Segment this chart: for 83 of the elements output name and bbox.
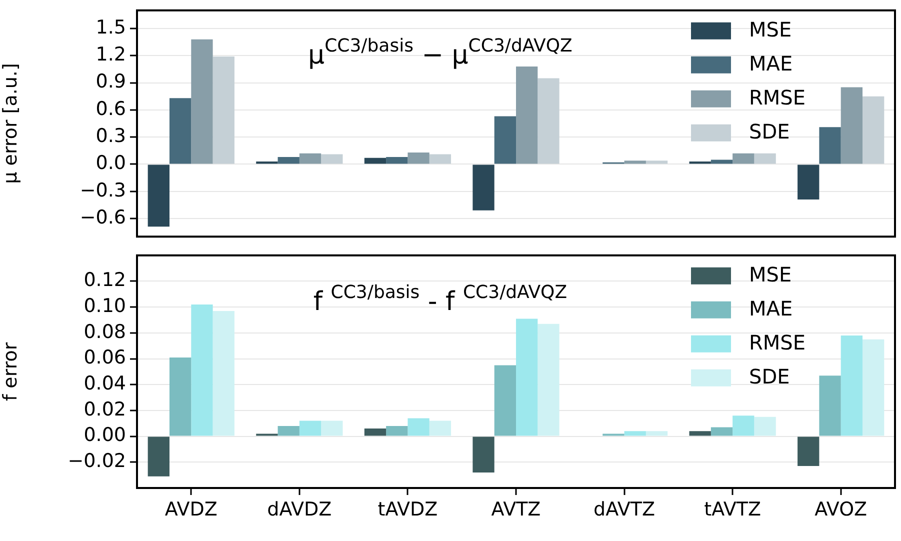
bar <box>732 415 754 436</box>
x-tick-label: AVDZ <box>164 498 218 520</box>
bar <box>321 420 343 436</box>
x-tick-label: AVOZ <box>814 498 868 520</box>
x-tick-label: dAVTZ <box>594 498 656 520</box>
bar <box>494 364 516 436</box>
y-tick-label: 0.6 <box>96 97 126 120</box>
bar <box>321 154 343 164</box>
bar <box>191 38 213 164</box>
y-tick-label: 1.2 <box>96 43 126 66</box>
legend-label: RMSE <box>749 85 806 110</box>
legend-label: MSE <box>749 17 792 42</box>
y-tick-label: −0.6 <box>80 206 126 228</box>
bar <box>472 164 494 210</box>
legend-label: MAE <box>749 296 793 320</box>
y-tick-label: 0.02 <box>84 398 126 420</box>
bar <box>862 96 884 164</box>
bar <box>798 164 820 200</box>
bar <box>840 86 863 164</box>
bar <box>299 152 322 164</box>
bar <box>624 430 646 436</box>
bar <box>278 156 300 164</box>
bar <box>408 152 430 164</box>
y-tick-label: 0.9 <box>96 70 126 92</box>
bar <box>710 159 733 164</box>
bar <box>364 428 386 436</box>
bar <box>624 160 646 164</box>
bar <box>538 323 560 436</box>
y-tick-label: 0.00 <box>84 424 126 446</box>
bar <box>689 430 711 436</box>
x-tick-label: AVTZ <box>491 498 541 520</box>
y-tick-label: −0.3 <box>80 178 126 201</box>
y-tick-label: 0.10 <box>84 294 126 317</box>
bar <box>169 357 192 436</box>
bar <box>278 426 300 436</box>
bar <box>798 436 820 466</box>
y-tick-label: 1.5 <box>96 16 126 38</box>
legend-label: SDE <box>749 364 790 388</box>
y-tick-label: 0.3 <box>96 124 126 147</box>
bar <box>862 338 884 436</box>
bar <box>212 56 234 164</box>
bar <box>819 375 841 436</box>
bar <box>732 152 754 164</box>
x-tick-label: tAVTZ <box>704 498 761 520</box>
y-tick-label: 0.06 <box>84 346 126 368</box>
bar <box>429 154 452 164</box>
bar <box>386 156 408 164</box>
bar <box>819 126 841 164</box>
x-tick-label: tAVDZ <box>378 498 438 520</box>
bar <box>386 426 408 436</box>
bar <box>364 157 386 164</box>
bar <box>212 310 234 436</box>
legend-label: MAE <box>749 51 793 76</box>
x-tick-label: dAVDZ <box>267 498 332 520</box>
bar <box>754 152 776 164</box>
bar <box>710 426 733 436</box>
legend-label: RMSE <box>749 330 806 354</box>
bar <box>646 430 668 436</box>
y-tick-label: 0.04 <box>84 372 126 394</box>
bar <box>840 335 863 436</box>
bar <box>148 436 170 476</box>
legend-label: SDE <box>749 119 790 144</box>
bar <box>299 420 322 436</box>
y-tick-label: 0.0 <box>96 152 126 174</box>
y-tick-label: −0.02 <box>68 450 126 472</box>
bar <box>516 66 538 164</box>
bar <box>408 418 430 436</box>
bar <box>494 116 516 164</box>
y-axis-title: f error <box>0 342 22 401</box>
bar <box>516 318 538 436</box>
bar <box>191 304 213 436</box>
legend-label: MSE <box>749 262 792 286</box>
bar <box>538 78 560 164</box>
text: f CC3/basis - f CC3/dAVQZ <box>313 282 568 317</box>
bar <box>472 436 494 472</box>
bar <box>646 160 668 164</box>
bar <box>148 164 170 226</box>
y-tick-label: 0.12 <box>84 268 126 291</box>
bar <box>754 416 776 436</box>
bar <box>429 420 452 436</box>
y-tick-label: 0.08 <box>84 320 126 342</box>
bar <box>169 98 192 164</box>
y-axis-title: μ error [a.u.] <box>0 62 22 184</box>
